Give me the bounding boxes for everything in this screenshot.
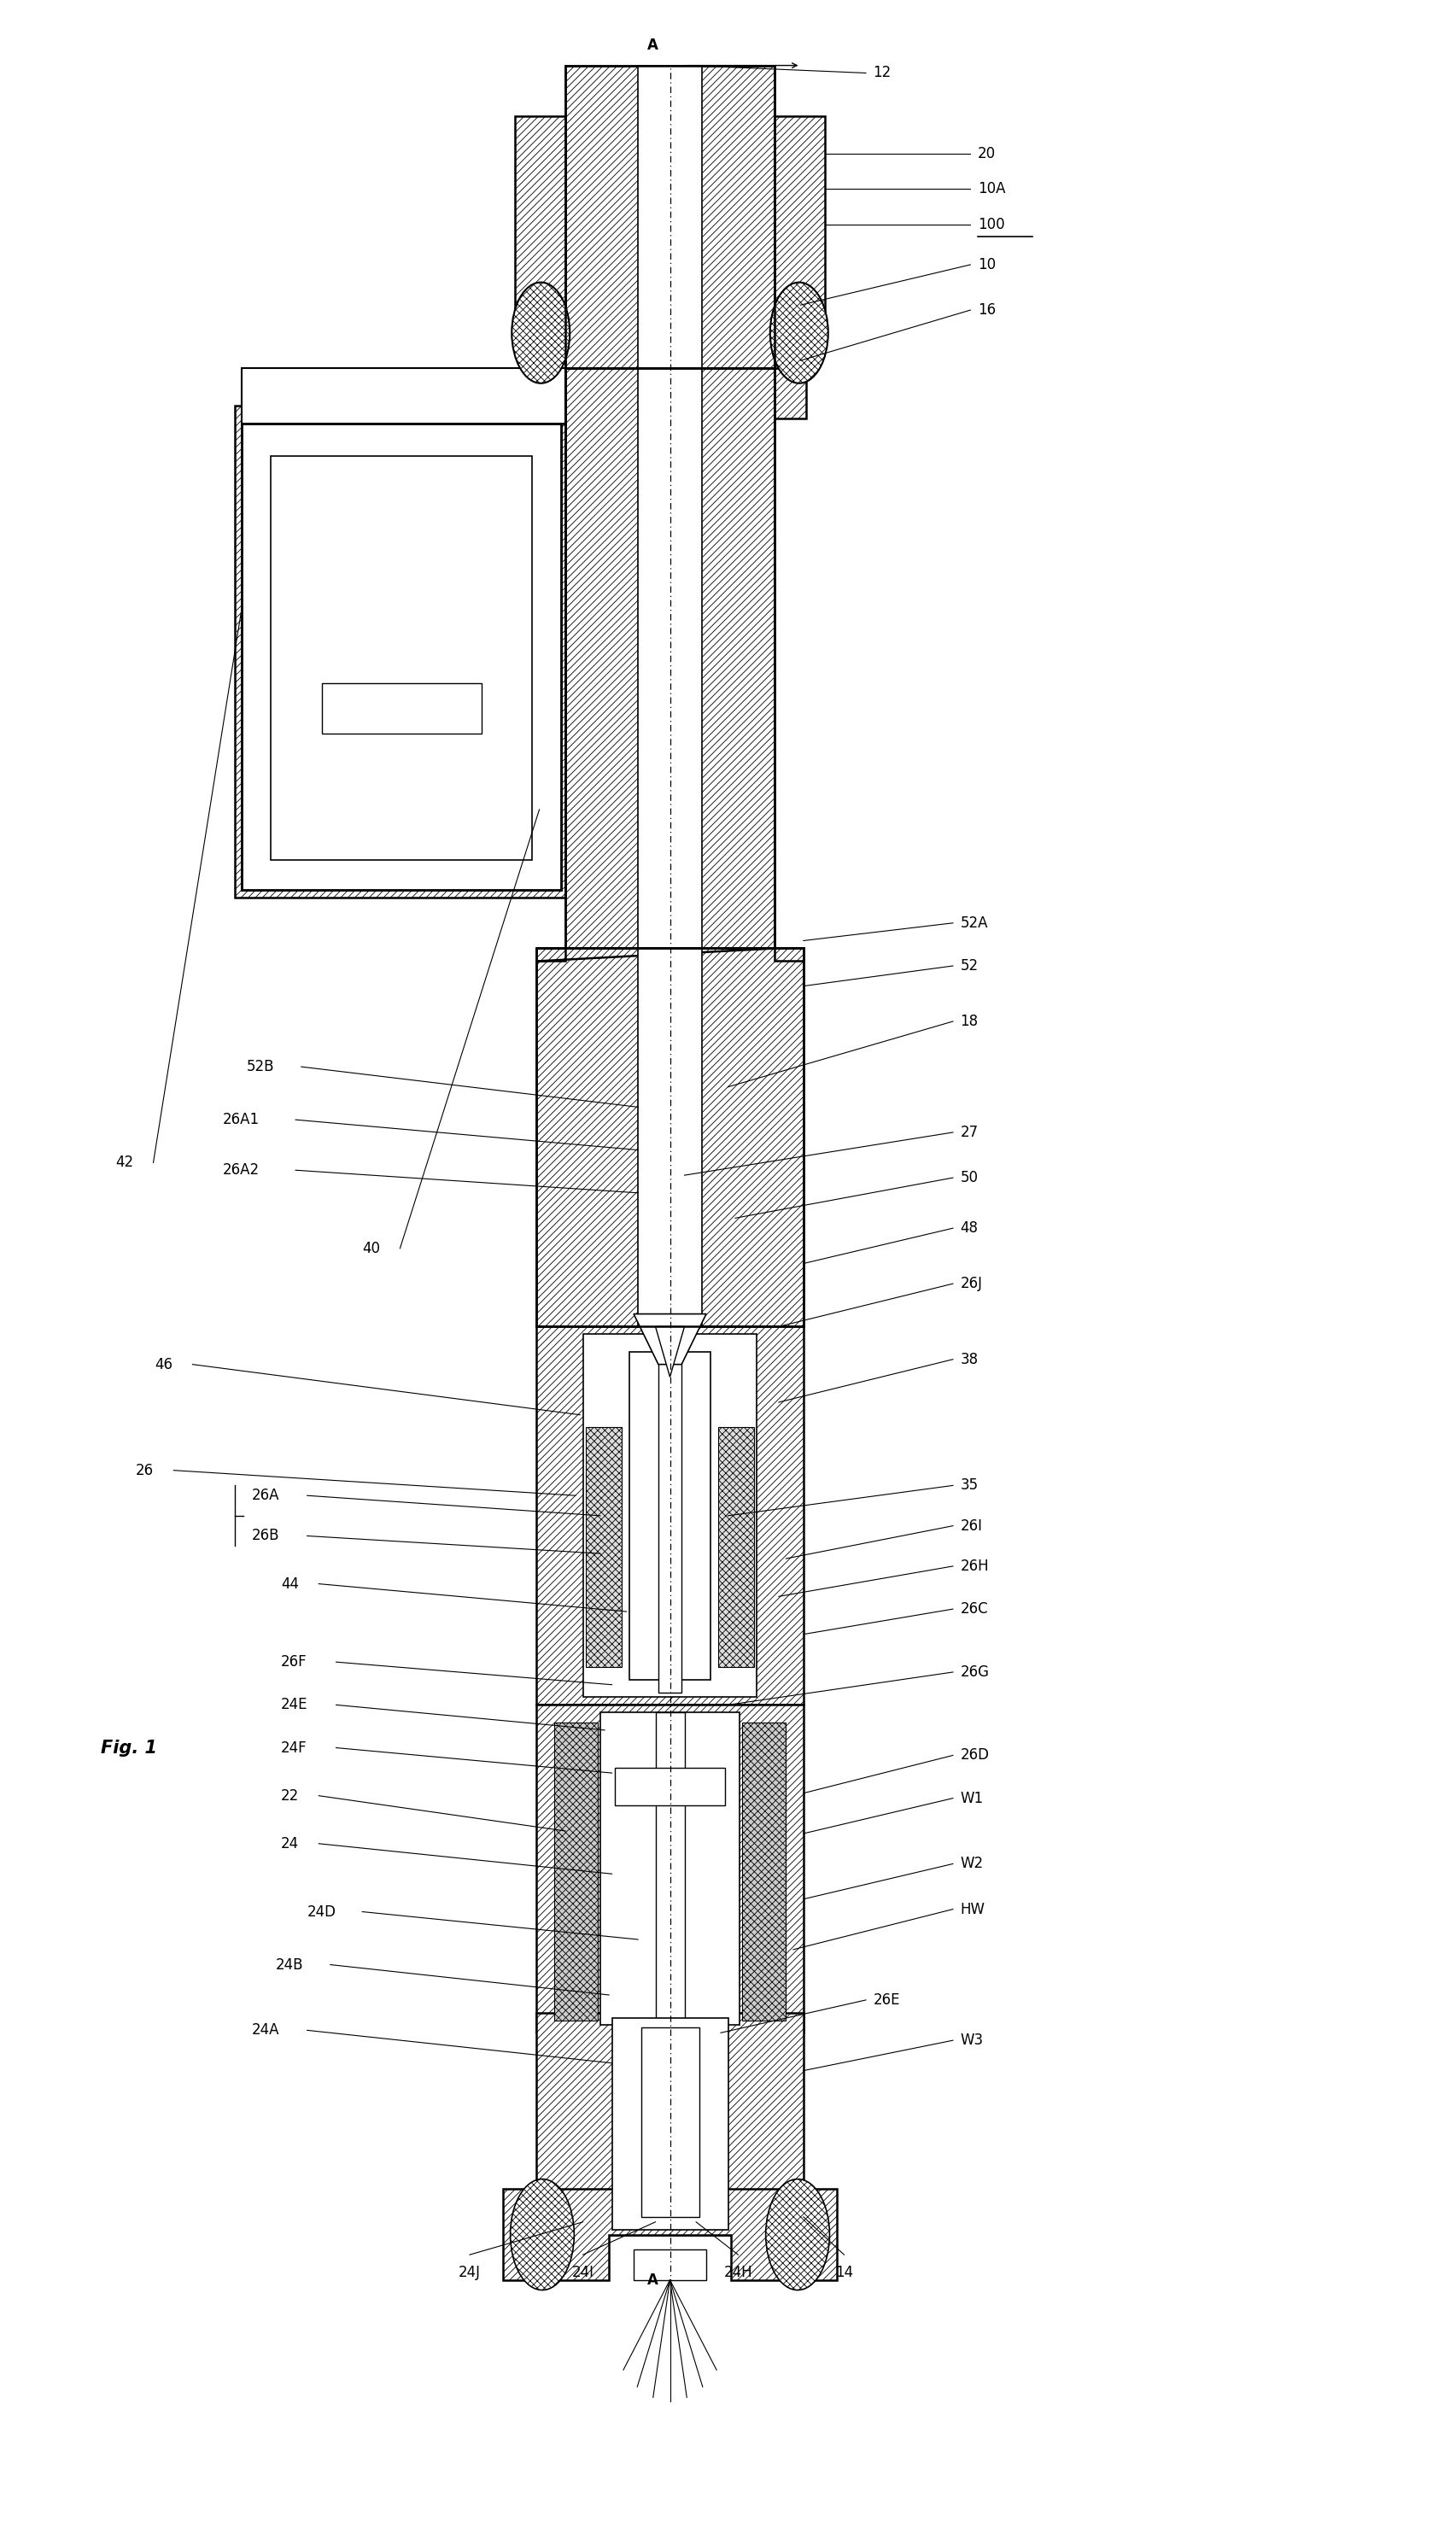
Text: 10: 10: [977, 258, 996, 273]
Text: 14: 14: [836, 2264, 853, 2279]
Text: 44: 44: [281, 1577, 298, 1592]
Bar: [585, 1428, 622, 1668]
Bar: [271, 457, 531, 859]
Bar: [638, 948, 702, 1327]
Text: 52: 52: [960, 958, 978, 973]
Text: 12: 12: [874, 66, 891, 81]
Text: 27: 27: [960, 1125, 978, 1140]
Text: 24J: 24J: [459, 2264, 480, 2279]
Text: 26J: 26J: [960, 1276, 983, 1291]
Text: A: A: [646, 2272, 658, 2287]
Bar: [638, 66, 702, 369]
Bar: [655, 1713, 684, 2024]
Bar: [718, 1428, 754, 1668]
Text: 26I: 26I: [960, 1519, 983, 1534]
Bar: [242, 425, 561, 890]
Bar: [234, 407, 565, 897]
Bar: [536, 1327, 804, 1706]
Bar: [514, 116, 565, 331]
Bar: [633, 2249, 706, 2279]
Text: 26E: 26E: [874, 1991, 900, 2006]
Text: 16: 16: [977, 303, 996, 318]
Text: 10A: 10A: [977, 182, 1006, 197]
Text: W3: W3: [960, 2032, 983, 2047]
Text: 20: 20: [977, 147, 996, 162]
Text: 42: 42: [115, 1155, 134, 1170]
Text: 26H: 26H: [960, 1559, 989, 1574]
Polygon shape: [536, 948, 804, 960]
Text: 35: 35: [960, 1478, 978, 1493]
Text: 26G: 26G: [960, 1665, 989, 1680]
Text: 24F: 24F: [281, 1741, 307, 1756]
Text: A: A: [646, 38, 658, 53]
Text: 46: 46: [154, 1357, 173, 1372]
Text: 38: 38: [960, 1352, 978, 1367]
Bar: [565, 66, 775, 369]
Text: 18: 18: [960, 1013, 978, 1028]
Text: HW: HW: [960, 1900, 984, 1918]
Bar: [638, 369, 702, 948]
Bar: [600, 1713, 740, 2024]
Circle shape: [766, 2178, 830, 2289]
Bar: [775, 369, 807, 419]
Bar: [775, 116, 826, 331]
Bar: [536, 2011, 804, 2234]
Text: 24B: 24B: [275, 1956, 303, 1974]
Bar: [565, 66, 775, 369]
Text: 24D: 24D: [307, 1903, 336, 1921]
Text: 26: 26: [135, 1463, 154, 1478]
Polygon shape: [633, 1314, 706, 1365]
Text: 52A: 52A: [960, 915, 989, 930]
Text: 26D: 26D: [960, 1749, 989, 1764]
Text: 24A: 24A: [252, 2022, 280, 2037]
Text: 40: 40: [363, 1241, 380, 1256]
Bar: [565, 369, 775, 948]
Bar: [536, 948, 804, 1327]
Text: 26A: 26A: [252, 1488, 280, 1504]
Bar: [582, 1334, 757, 1698]
Text: 24H: 24H: [724, 2264, 753, 2279]
Polygon shape: [242, 369, 565, 425]
Text: 24: 24: [281, 1837, 298, 1852]
Text: 26A2: 26A2: [223, 1162, 259, 1178]
Text: 26C: 26C: [960, 1602, 989, 1617]
Text: 26A1: 26A1: [223, 1112, 259, 1127]
Bar: [641, 2027, 699, 2216]
Text: 52B: 52B: [246, 1059, 274, 1074]
Bar: [533, 369, 565, 419]
Bar: [565, 369, 775, 948]
Text: 26F: 26F: [281, 1655, 307, 1670]
Bar: [614, 1769, 725, 1807]
Bar: [553, 1723, 597, 2019]
Text: W2: W2: [960, 1857, 983, 1873]
Bar: [322, 682, 482, 733]
Bar: [612, 2017, 728, 2229]
Text: 24I: 24I: [572, 2264, 594, 2279]
Text: 48: 48: [960, 1221, 978, 1236]
Bar: [743, 1723, 786, 2019]
Text: 100: 100: [977, 217, 1005, 232]
Bar: [242, 425, 561, 890]
Polygon shape: [504, 2188, 837, 2279]
Circle shape: [770, 283, 828, 384]
Text: 24E: 24E: [281, 1698, 307, 1713]
Polygon shape: [242, 369, 565, 425]
Text: 22: 22: [281, 1789, 298, 1804]
Circle shape: [511, 283, 569, 384]
Text: Fig. 1: Fig. 1: [100, 1739, 157, 1756]
Bar: [536, 1706, 804, 2032]
Bar: [658, 1327, 681, 1693]
Bar: [629, 1352, 711, 1680]
Text: 26B: 26B: [252, 1529, 280, 1544]
Polygon shape: [655, 1327, 684, 1377]
Circle shape: [510, 2178, 574, 2289]
Text: W1: W1: [960, 1792, 983, 1807]
Bar: [536, 948, 804, 1327]
Text: 50: 50: [960, 1170, 978, 1185]
